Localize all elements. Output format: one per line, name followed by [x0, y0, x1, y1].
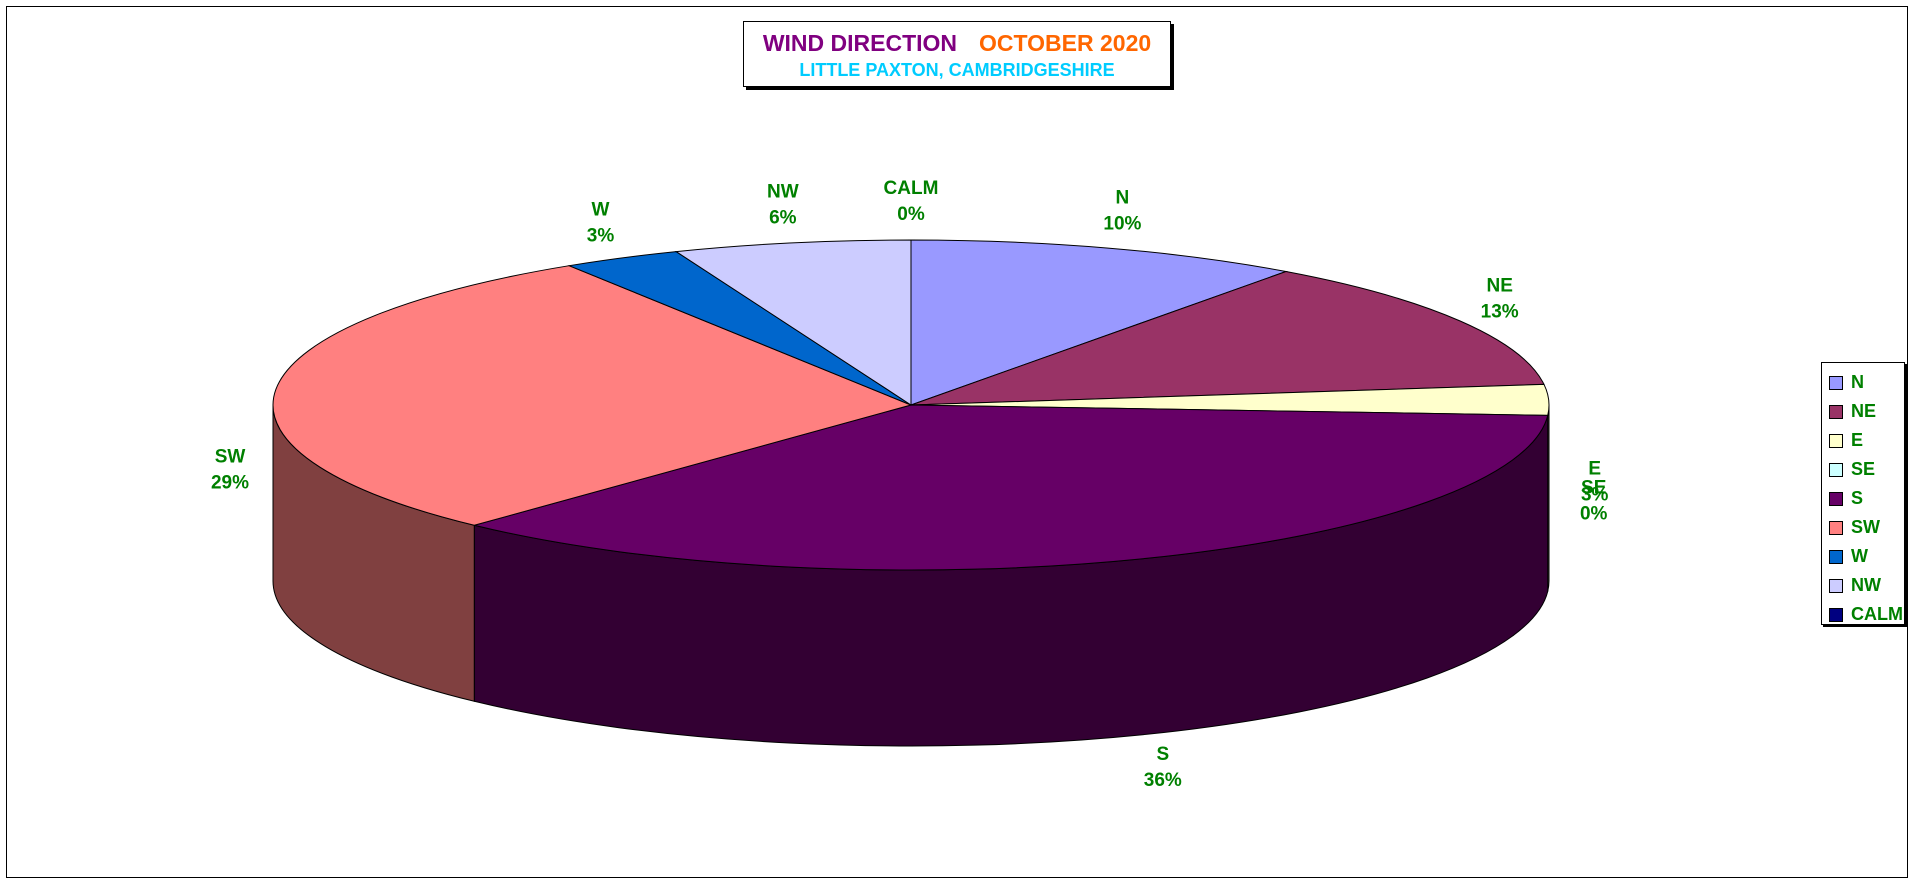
legend-swatch [1829, 491, 1843, 506]
slice-label-value: 36% [1144, 770, 1182, 791]
legend-label: E [1851, 430, 1864, 450]
pie-slices [272, 239, 1550, 571]
chart-subtitle: LITTLE PAXTON, CAMBRIDGESHIRE [799, 60, 1115, 80]
pie-slice-n [910, 239, 1288, 406]
legend-label: S [1851, 488, 1864, 508]
slice-label-n: N 10% [1103, 188, 1141, 235]
chart-title-date: OCTOBER 2020 [979, 30, 1152, 56]
slice-label-value: 10% [1103, 214, 1141, 235]
legend-swatch [1829, 520, 1843, 535]
legend-label: W [1851, 546, 1868, 566]
slice-label-s: S 36% [1144, 744, 1182, 791]
pie-side-walls [272, 404, 1550, 747]
slice-label-value: 3% [1581, 485, 1609, 506]
slice-label-value: 13% [1481, 302, 1519, 323]
chart-legend: N NE E SE S SW W NW CALM [1821, 362, 1905, 625]
legend-swatch [1829, 375, 1843, 390]
slice-label-sw: SW 29% [211, 446, 249, 493]
pie-labels: N 10%NE 13%E 3%SE 0%S 36%SW 29%W 3%NW 6%CALM 0% [211, 178, 1609, 791]
legend-item-s: S [1822, 484, 1904, 513]
pie-slice-s [472, 404, 1549, 571]
slice-label-value: 3% [587, 226, 615, 247]
slice-label-value: 0% [1580, 504, 1608, 525]
legend-item-calm: CALM [1822, 600, 1904, 629]
slice-label-value: 0% [897, 204, 925, 225]
legend-label: CALM [1851, 604, 1903, 624]
legend-item-nw: NW [1822, 571, 1904, 600]
slice-label-name: SW [215, 446, 246, 467]
slice-label-name: E [1588, 459, 1601, 480]
legend-item-n: N [1822, 368, 1904, 397]
legend-swatch [1829, 549, 1843, 564]
legend-item-w: W [1822, 542, 1904, 571]
slice-label-se: SE 0% [1580, 478, 1608, 525]
chart-title: WIND DIRECTION [762, 30, 958, 56]
slice-label-nw: NW 6% [767, 182, 799, 229]
legend-item-sw: SW [1822, 513, 1904, 542]
chart-title-box: WIND DIRECTION OCTOBER 2020 LITTLE PAXTON… [743, 21, 1171, 87]
slice-label-calm: CALM 0% [884, 178, 939, 225]
legend-label: NE [1851, 401, 1877, 421]
legend-item-e: E [1822, 426, 1904, 455]
slice-label-e: E 3% [1581, 459, 1609, 506]
slice-label-name: S [1156, 744, 1169, 765]
pie-slice-ne [910, 270, 1545, 406]
slice-label-w: W 3% [587, 200, 615, 247]
legend-swatch [1829, 607, 1843, 622]
slice-label-value: 29% [211, 472, 249, 493]
legend-label: NW [1851, 575, 1881, 595]
slice-label-name: W [592, 200, 610, 221]
slice-label-name: N [1116, 188, 1130, 209]
legend-swatch [1829, 462, 1843, 477]
legend-label: SE [1851, 459, 1876, 479]
slice-label-name: NE [1486, 276, 1512, 297]
legend-label: SW [1851, 517, 1880, 537]
legend-item-se: SE [1822, 455, 1904, 484]
legend-swatch [1829, 578, 1843, 593]
slice-label-name: CALM [884, 178, 939, 199]
slice-label-name: SE [1581, 478, 1606, 499]
slice-label-name: NW [767, 182, 799, 203]
slice-label-ne: NE 13% [1481, 276, 1519, 323]
pie-slice-nw [674, 239, 912, 406]
title-line: WIND DIRECTION OCTOBER 2020 [744, 30, 1170, 57]
legend-swatch [1829, 433, 1843, 448]
legend-label: N [1851, 372, 1864, 392]
legend-item-ne: NE [1822, 397, 1904, 426]
pie-slice-sw [272, 265, 913, 526]
slice-label-value: 6% [769, 208, 797, 229]
legend-swatch [1829, 404, 1843, 419]
